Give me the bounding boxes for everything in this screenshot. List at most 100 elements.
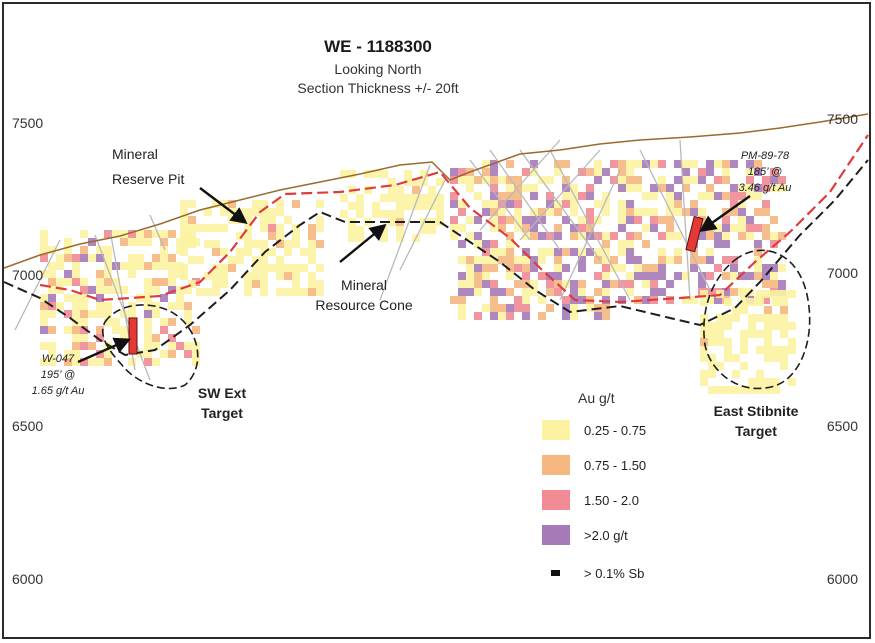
grade-block bbox=[546, 280, 554, 288]
grade-block bbox=[706, 168, 714, 176]
elev-tick-right-6500: 6500 bbox=[827, 418, 858, 434]
grade-block bbox=[740, 386, 748, 394]
grade-block bbox=[48, 310, 56, 318]
grade-block bbox=[554, 256, 562, 264]
drill-hole-trace bbox=[469, 159, 531, 241]
w047-intercept-marker bbox=[128, 317, 138, 355]
grade-block bbox=[128, 310, 136, 318]
grade-block bbox=[220, 248, 228, 256]
grade-block bbox=[706, 160, 714, 168]
grade-block bbox=[716, 314, 724, 322]
grade-block bbox=[506, 288, 514, 296]
grade-block bbox=[372, 170, 380, 178]
grade-block bbox=[184, 302, 192, 310]
grade-block bbox=[626, 256, 634, 264]
drill-hole-trace bbox=[94, 234, 151, 381]
grade-block bbox=[554, 272, 562, 280]
grade-block bbox=[780, 330, 788, 338]
grade-block bbox=[538, 312, 546, 320]
grade-block bbox=[396, 226, 404, 234]
grade-block bbox=[708, 354, 716, 362]
grade-block bbox=[252, 200, 260, 208]
grade-block bbox=[144, 238, 152, 246]
grade-block bbox=[740, 338, 748, 346]
grade-block bbox=[754, 184, 762, 192]
grade-block bbox=[626, 200, 634, 208]
grade-block bbox=[708, 370, 716, 378]
grade-block bbox=[698, 232, 706, 240]
grade-block bbox=[244, 224, 252, 232]
grade-block bbox=[634, 216, 642, 224]
grade-block bbox=[666, 208, 674, 216]
grade-block bbox=[144, 230, 152, 238]
grade-block bbox=[650, 288, 658, 296]
legend-title: Au g/t bbox=[578, 390, 615, 406]
grade-block bbox=[64, 350, 72, 358]
grade-block bbox=[788, 290, 796, 298]
grade-block bbox=[570, 184, 578, 192]
grade-block bbox=[88, 358, 96, 366]
grade-block bbox=[754, 264, 762, 272]
grade-block bbox=[136, 262, 144, 270]
grade-block bbox=[764, 354, 772, 362]
grade-block bbox=[120, 326, 128, 334]
grade-block bbox=[506, 160, 514, 168]
grade-block bbox=[48, 278, 56, 286]
grade-block bbox=[746, 224, 754, 232]
grade-block bbox=[730, 264, 738, 272]
grade-block bbox=[498, 224, 506, 232]
grade-block bbox=[176, 342, 184, 350]
grade-block bbox=[690, 176, 698, 184]
grade-block bbox=[762, 272, 770, 280]
drill-hole-traces bbox=[14, 139, 711, 381]
grade-block bbox=[570, 232, 578, 240]
grade-block bbox=[404, 178, 412, 186]
grade-block bbox=[562, 264, 570, 272]
grade-block bbox=[308, 280, 316, 288]
grade-block bbox=[682, 208, 690, 216]
grade-block bbox=[506, 248, 514, 256]
grade-block bbox=[738, 192, 746, 200]
grade-block bbox=[506, 184, 514, 192]
grade-block bbox=[292, 272, 300, 280]
grade-block bbox=[764, 322, 772, 330]
grade-block bbox=[458, 288, 466, 296]
grade-block bbox=[80, 294, 88, 302]
grade-block bbox=[466, 288, 474, 296]
grade-block bbox=[420, 226, 428, 234]
grade-block bbox=[168, 342, 176, 350]
grade-block bbox=[458, 240, 466, 248]
grade-block bbox=[506, 264, 514, 272]
grade-block bbox=[490, 168, 498, 176]
grade-block bbox=[586, 216, 594, 224]
grade-block bbox=[730, 288, 738, 296]
grade-block bbox=[276, 240, 284, 248]
grade-block bbox=[762, 184, 770, 192]
grade-block bbox=[192, 350, 200, 358]
grade-block bbox=[700, 378, 708, 386]
grade-block bbox=[498, 248, 506, 256]
grade-block bbox=[772, 298, 780, 306]
grade-block bbox=[276, 288, 284, 296]
grade-block bbox=[40, 294, 48, 302]
grade-block bbox=[578, 288, 586, 296]
grade-block bbox=[450, 176, 458, 184]
grade-block bbox=[722, 160, 730, 168]
grade-blocks bbox=[40, 160, 796, 394]
pm8978-label-line-1: PM-89-78 bbox=[741, 150, 790, 162]
grade-block bbox=[700, 314, 708, 322]
grade-block bbox=[626, 176, 634, 184]
grade-block bbox=[602, 200, 610, 208]
grade-block bbox=[184, 342, 192, 350]
grade-block bbox=[708, 386, 716, 394]
grade-block bbox=[764, 330, 772, 338]
grade-block bbox=[228, 200, 236, 208]
grade-block bbox=[112, 326, 120, 334]
grade-block bbox=[762, 232, 770, 240]
grade-block bbox=[716, 338, 724, 346]
grade-block bbox=[252, 280, 260, 288]
grade-block bbox=[104, 246, 112, 254]
grade-block bbox=[152, 262, 160, 270]
grade-block bbox=[626, 248, 634, 256]
grade-block bbox=[458, 256, 466, 264]
